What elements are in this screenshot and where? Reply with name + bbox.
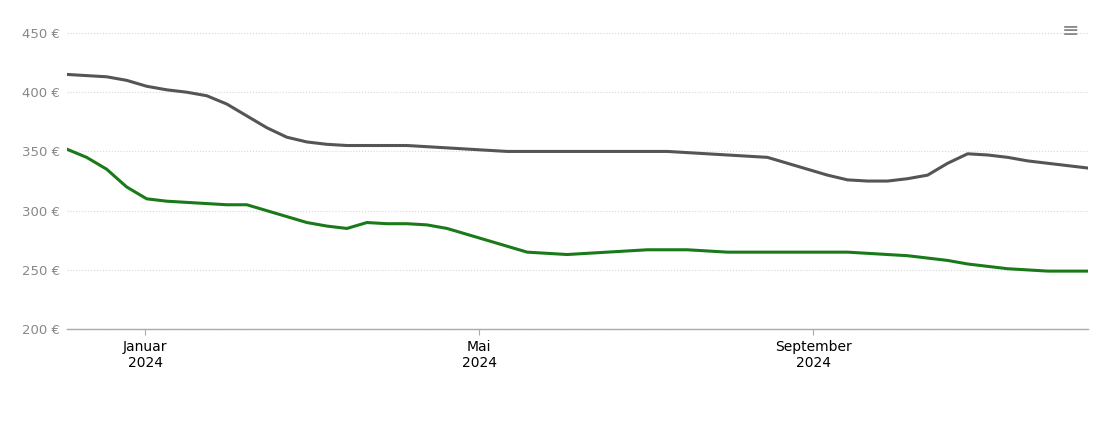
Text: ≡: ≡ bbox=[1061, 21, 1079, 41]
